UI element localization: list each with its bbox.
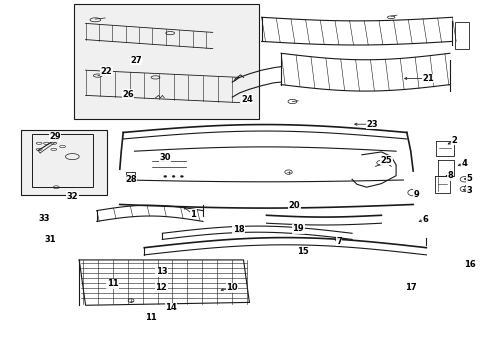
Text: 31: 31 (44, 235, 56, 244)
Text: 25: 25 (380, 156, 391, 165)
Text: 22: 22 (101, 67, 112, 76)
Ellipse shape (180, 175, 183, 177)
Text: 24: 24 (241, 94, 252, 104)
Bar (126, 172, 135, 181)
Text: 27: 27 (130, 56, 142, 65)
Text: 14: 14 (165, 303, 177, 312)
Text: 33: 33 (38, 214, 50, 223)
Text: 3: 3 (466, 186, 471, 195)
Text: 12: 12 (155, 284, 167, 292)
Text: 28: 28 (125, 175, 137, 184)
Text: 17: 17 (404, 284, 416, 292)
Text: 5: 5 (466, 174, 471, 183)
Text: 6: 6 (422, 215, 427, 224)
Bar (454, 22, 468, 49)
Ellipse shape (163, 175, 166, 177)
Text: 32: 32 (66, 192, 78, 201)
Text: 13: 13 (155, 267, 167, 276)
Bar (74, 4, 259, 119)
Text: 30: 30 (159, 153, 171, 162)
Text: 21: 21 (422, 74, 433, 83)
Text: 8: 8 (446, 171, 452, 180)
Text: 16: 16 (463, 260, 474, 269)
Bar (32, 134, 93, 187)
Text: 11: 11 (144, 313, 156, 322)
Text: 9: 9 (413, 190, 419, 199)
Ellipse shape (172, 175, 175, 177)
Text: 18: 18 (232, 225, 244, 234)
Text: 29: 29 (49, 132, 61, 141)
Text: 10: 10 (225, 284, 237, 292)
Text: 7: 7 (335, 237, 341, 246)
Text: 4: 4 (461, 159, 467, 168)
Bar (20, 130, 106, 195)
Text: 1: 1 (190, 210, 196, 219)
Text: 11: 11 (106, 279, 118, 288)
Text: 20: 20 (288, 201, 300, 210)
Text: 2: 2 (451, 136, 457, 145)
Text: 19: 19 (292, 224, 304, 233)
Text: 26: 26 (122, 90, 134, 99)
Text: 23: 23 (366, 120, 378, 129)
Text: 15: 15 (297, 247, 308, 256)
